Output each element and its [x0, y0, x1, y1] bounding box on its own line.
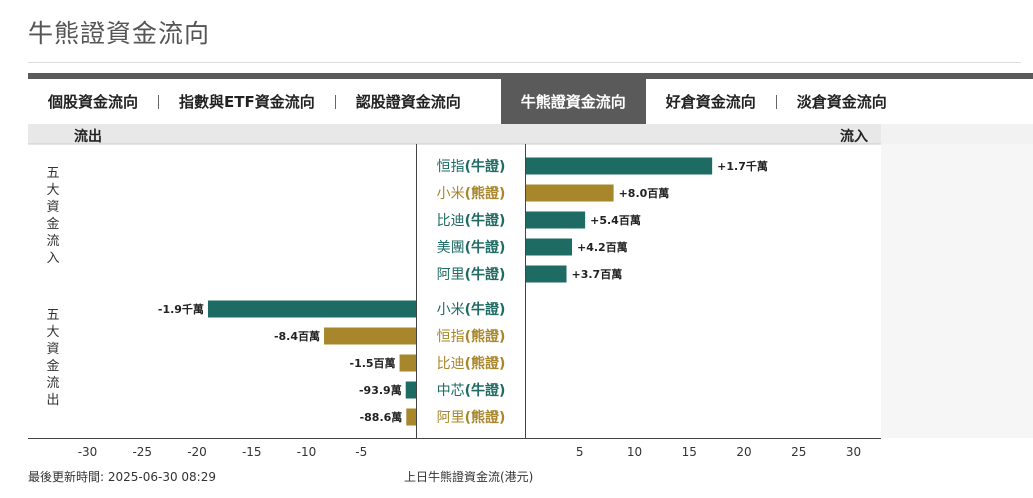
tab-cbbc-flow[interactable]: 牛熊證資金流向 — [500, 79, 646, 124]
category-label: 恒指(熊證) — [437, 328, 506, 345]
category-label: 阿里(牛證) — [437, 266, 506, 283]
x-tick-label: 5 — [576, 445, 584, 459]
category-label: 美團(牛證) — [437, 239, 506, 256]
bar — [324, 327, 416, 345]
tab-warrant-flow[interactable]: 認股證資金流向 — [355, 93, 461, 111]
inflow-label: 流入 — [840, 129, 868, 145]
bar — [526, 184, 614, 202]
x-tick-label: 10 — [627, 445, 642, 459]
bar — [405, 381, 416, 399]
tab-separator — [158, 94, 160, 109]
data-label: -1.5百萬 — [350, 356, 396, 370]
tab-bar: 個股資金流向 指數與ETF資金流向 認股證資金流向 牛熊證資金流向 好倉資金流向… — [28, 79, 1033, 124]
category-label: 小米(熊證) — [437, 185, 506, 202]
title-divider — [28, 62, 1021, 63]
outflow-label: 流出 — [74, 129, 102, 145]
data-label: -8.4百萬 — [274, 329, 320, 343]
data-label: -1.9千萬 — [158, 302, 204, 316]
bar — [526, 211, 586, 229]
data-label: +8.0百萬 — [619, 186, 670, 200]
data-label: +5.4百萬 — [590, 213, 641, 227]
page-title: 牛熊證資金流向 — [28, 19, 211, 48]
category-label: 比迪(熊證) — [437, 355, 506, 372]
category-label: 中芯(牛證) — [437, 382, 506, 399]
bar — [399, 354, 416, 372]
bar — [526, 157, 713, 175]
bar — [526, 265, 567, 283]
data-label: +3.7百萬 — [572, 267, 623, 281]
tab-separator — [775, 94, 777, 109]
last-updated: 最後更新時間: 2025-06-30 08:29 — [28, 470, 216, 484]
inflow-group-label: 五大資金流入 — [46, 166, 60, 266]
category-label: 比迪(牛證) — [437, 212, 506, 229]
data-label: +1.7千萬 — [717, 159, 768, 173]
tab-long-flow[interactable]: 好倉資金流向 — [665, 93, 756, 111]
data-label: -88.6萬 — [360, 410, 403, 424]
bar — [406, 408, 416, 426]
outflow-group-label: 五大資金流出 — [46, 308, 60, 408]
tab-index-etf-flow[interactable]: 指數與ETF資金流向 — [179, 93, 315, 111]
category-label: 阿里(熊證) — [437, 409, 506, 426]
category-label: 小米(牛證) — [437, 301, 506, 318]
bar — [207, 300, 416, 318]
bar — [526, 238, 572, 256]
data-label: -93.9萬 — [359, 383, 402, 397]
x-tick-label: -25 — [132, 445, 152, 459]
x-tick-label: -10 — [297, 445, 317, 459]
tabs-top-bar — [28, 73, 1033, 79]
x-tick-label: -20 — [187, 445, 207, 459]
chart-right-panel — [881, 144, 1033, 438]
x-tick-label: -15 — [242, 445, 262, 459]
tab-stock-flow[interactable]: 個股資金流向 — [48, 93, 139, 111]
x-tick-label: 25 — [791, 445, 806, 459]
x-tick-label: 15 — [682, 445, 697, 459]
x-tick-label: 30 — [846, 445, 861, 459]
chart-subheader-right — [881, 124, 1033, 144]
x-tick-label: -5 — [355, 445, 367, 459]
x-tick-label: 20 — [736, 445, 751, 459]
tab-short-flow[interactable]: 淡倉資金流向 — [796, 93, 887, 111]
data-label: +4.2百萬 — [577, 240, 628, 254]
chart-subheader — [28, 124, 881, 144]
tab-separator — [334, 94, 336, 109]
category-label: 恒指(牛證) — [437, 158, 506, 175]
chart-caption: 上日牛熊證資金流(港元) — [404, 470, 534, 484]
x-tick-label: -30 — [78, 445, 98, 459]
